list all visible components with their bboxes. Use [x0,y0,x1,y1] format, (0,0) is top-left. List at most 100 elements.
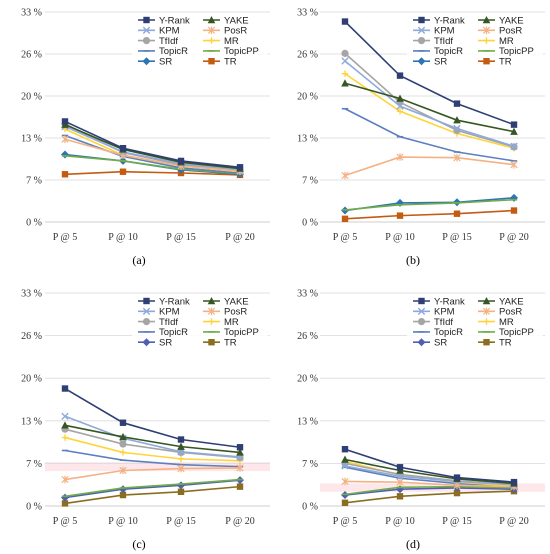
legend-label: SR [434,338,447,349]
legend-label: KPM [159,307,180,318]
legend-item: PosR [478,307,522,318]
legend-item: YAKE [203,15,249,26]
legend-marker [417,26,426,34]
legend-item: TopicPP [478,46,534,57]
data-point [341,57,349,65]
data-point [177,481,185,490]
legend-marker [483,37,490,44]
legend-label: TfIdf [159,317,178,328]
x-tick-label: P @ 20 [225,516,254,527]
data-point [396,108,404,115]
legend-item: TfIdf [413,36,453,47]
series-yake [61,421,244,456]
y-tick-label: 13 % [21,134,42,145]
legend-marker [143,297,150,305]
legend-label: TopicR [434,327,463,338]
series-posr [61,464,244,484]
panel-label: (b) [406,253,420,267]
legend-marker [417,338,426,347]
x-tick-label: P @ 15 [442,516,471,527]
data-point [510,142,518,150]
data-point [119,432,127,441]
series-yake [341,79,518,135]
legend-item: PosR [478,26,522,37]
data-point [341,499,349,506]
data-point [236,448,244,456]
data-point [61,150,69,159]
data-point [396,72,404,79]
series-line [64,478,241,498]
legend-marker [483,339,490,346]
data-point [236,464,244,472]
data-point [61,421,69,429]
legend-item: SR [138,338,172,349]
series-line [344,487,515,496]
series-line [64,387,241,449]
series-line [64,138,241,172]
data-point [61,118,69,125]
data-point [396,212,404,219]
chart-panel-2: 0 % 7 % 13 % 20 % 26 % 33 % P @ 5 P @ 10 P @ 15 P… [297,8,545,267]
legend-marker [483,318,490,325]
legend-label: SR [159,338,172,349]
data-point [510,160,518,169]
data-point [453,210,461,217]
y-tick-label: 0 % [26,502,42,513]
legend-item: TR [203,57,237,68]
legend-label: MR [499,36,514,47]
series-line [344,20,515,126]
legend-item: TopicPP [203,327,259,338]
series-line [64,424,241,454]
x-tick-label: P @ 10 [108,516,137,527]
data-point [453,124,461,133]
data-point [341,18,349,25]
series-y-rank [341,446,518,486]
series-tr [341,207,518,223]
y-tick-label: 13 % [297,134,318,145]
series-kpm [61,412,244,461]
legend-marker [142,318,151,326]
legend-marker [207,297,216,305]
legend-marker [142,37,151,45]
chart-panel-1: 0 % 7 % 13 % 20 % 26 % 33 % P @ 5 P @ 10 P @ 15 P… [21,8,270,267]
legend-marker [142,307,151,315]
legend-marker [142,338,151,347]
legend-label: PosR [224,307,247,318]
legend-item: TR [203,338,237,349]
legend-label: PosR [499,26,522,37]
legend-item: TfIdf [138,36,178,47]
series-line [344,465,515,486]
legend-item: PosR [203,26,247,37]
legend: Y-Rank YAKE KPM PosR TfIdf MR TopicR TopicPP SR T… [407,13,543,68]
legend-item: YAKE [478,15,524,26]
legend-item: Y-Rank [413,296,465,307]
legend-item: MR [478,36,514,47]
x-tick-label: P @ 15 [166,232,195,243]
y-tick-label: 7 % [302,459,318,470]
data-point [236,164,244,171]
legend-label: TopicPP [224,327,259,338]
x-tick-label: P @ 20 [499,516,528,527]
legend-label: Y-Rank [159,15,190,26]
data-point [61,171,69,178]
series-line [64,415,241,458]
data-point [119,440,127,448]
legend-item: TfIdf [138,317,178,328]
legend-label: KPM [159,26,180,37]
legend-marker [418,16,425,24]
y-tick-label: 0 % [302,218,318,229]
legend-item: MR [203,36,239,47]
series-line [64,123,241,170]
chart-panel-4: 0 % 7 % 13 % 20 % 26 % 33 % P @ 5 P @ 10 P @ 15 P… [297,289,545,551]
series-line [64,479,241,499]
legend-label: PosR [499,307,522,318]
data-point [341,446,349,453]
legend-label: YAKE [224,296,249,307]
chart-panel-3: 0 % 7 % 13 % 20 % 26 % 33 % P @ 5 P @ 10 P @ 15 P… [21,289,270,551]
data-point [396,493,404,500]
legend-item: TopicPP [478,327,534,338]
legend-marker [208,318,215,325]
data-point [396,464,404,471]
legend-item: TopicR [138,327,188,338]
series-tr [61,483,244,507]
